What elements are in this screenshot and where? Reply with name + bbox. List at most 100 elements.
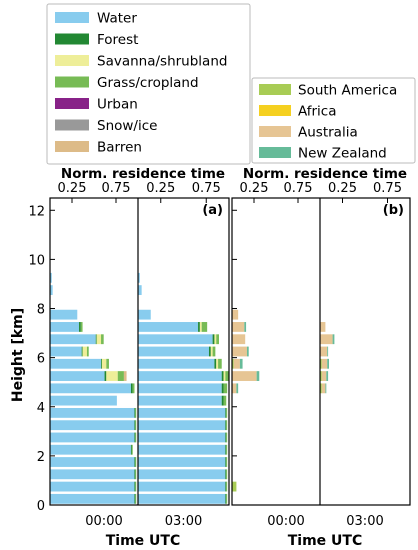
bar-segment <box>138 358 215 369</box>
top-x-tick-label: 0.25 <box>146 181 175 196</box>
bar-segment <box>138 334 213 345</box>
y-tick-label: 0 <box>37 499 45 514</box>
bar-segment <box>327 346 329 357</box>
bar-segment <box>320 358 322 369</box>
bar-segment <box>50 309 78 320</box>
bar-segment <box>106 358 109 369</box>
bar-segment <box>212 334 215 345</box>
bar-segment <box>50 334 96 345</box>
top-x-axis-title-a: Norm. residence time <box>61 166 225 182</box>
top-x-tick-label: 0.25 <box>240 181 269 196</box>
bar-segment <box>199 322 202 332</box>
bottom-time-label: 03:00 <box>346 514 383 529</box>
legend-label: Forest <box>97 32 138 48</box>
bar-segment <box>135 420 137 431</box>
bar-segment <box>138 432 226 443</box>
bar-segment <box>226 432 228 443</box>
bar-segment <box>138 407 226 418</box>
bar-segment <box>226 444 228 455</box>
bar-segment <box>135 407 137 418</box>
bar-segment <box>221 371 224 381</box>
legend-label: Australia <box>298 125 358 141</box>
bar-segment <box>210 346 213 357</box>
bar-segment <box>226 420 228 431</box>
legend-label: Africa <box>298 104 337 120</box>
bar-segment <box>232 383 237 394</box>
legend-swatch <box>55 98 89 109</box>
legend-landcover-frame <box>46 3 251 165</box>
legend-swatch <box>259 147 291 158</box>
bar-segment <box>138 371 222 381</box>
legend-swatch <box>259 126 291 137</box>
bar-segment <box>50 346 82 357</box>
y-tick-label: 6 <box>37 352 45 367</box>
bar-segment <box>232 309 239 320</box>
bar-segment <box>321 358 328 369</box>
bar-segment <box>225 420 227 431</box>
bar-segment <box>198 322 200 332</box>
bar-segment <box>101 358 102 369</box>
bottom-time-label: 00:00 <box>267 514 304 529</box>
bar-segment <box>214 334 217 345</box>
y-tick-label: 2 <box>37 450 45 465</box>
bar-segment <box>138 395 222 406</box>
bar-segment <box>82 346 87 357</box>
bar-segment <box>225 432 227 443</box>
bar-segment <box>106 371 118 381</box>
bar-segment <box>216 334 219 345</box>
top-x-axis-title-b: Norm. residence time <box>243 166 407 182</box>
bar-segment <box>226 481 228 492</box>
y-tick-label: 12 <box>28 204 45 219</box>
bar-segment <box>50 371 105 381</box>
bar-segment <box>138 272 140 283</box>
legend-label: Urban <box>97 97 138 113</box>
bar-segment <box>81 346 83 357</box>
legend-label: Water <box>97 11 137 27</box>
bar-segment <box>226 493 228 504</box>
bar-segment <box>135 493 137 504</box>
bar-segment <box>50 395 117 406</box>
legend-swatch <box>55 33 89 45</box>
bar-segment <box>50 358 102 369</box>
bar-segment <box>225 481 227 492</box>
bar-segment <box>321 371 327 381</box>
bar-segment <box>50 493 135 504</box>
bar-segment <box>135 457 137 467</box>
bar-segment <box>138 469 226 480</box>
bar-segment <box>225 444 227 455</box>
bar-segment <box>123 371 127 381</box>
bar-segment <box>135 481 137 492</box>
bar-segment <box>138 457 226 467</box>
bar-segment <box>216 358 219 369</box>
bar-segment <box>50 420 135 431</box>
bar-segment <box>225 469 227 480</box>
bar-segment <box>226 469 228 480</box>
bar-segment <box>226 407 228 418</box>
panel-frame <box>231 197 411 506</box>
bar-segment <box>50 407 135 418</box>
bar-segment <box>50 444 131 455</box>
bar-segment <box>50 285 53 296</box>
top-x-tick-label: 0.75 <box>284 181 313 196</box>
bar-segment <box>86 346 89 357</box>
bar-segment <box>325 383 327 394</box>
bar-segment <box>138 444 226 455</box>
legend-swatch <box>55 12 89 23</box>
bar-segment <box>135 432 137 443</box>
top-x-tick-label: 0.25 <box>58 181 87 196</box>
bar-segment <box>326 371 329 381</box>
y-tick-label: 10 <box>28 253 45 268</box>
legend-swatch <box>55 141 89 152</box>
bar-segment <box>223 395 227 406</box>
bar-segment <box>138 322 199 332</box>
bar-segment <box>50 469 135 480</box>
top-x-tick-label: 0.75 <box>102 181 131 196</box>
bar-segment <box>50 322 80 332</box>
bar-segment <box>214 358 217 369</box>
bar-segment <box>138 493 226 504</box>
bar-segment <box>134 481 136 492</box>
bar-segment <box>320 322 326 332</box>
bar-segment <box>232 322 245 332</box>
bar-segment <box>130 444 132 455</box>
bar-segment <box>201 322 208 332</box>
